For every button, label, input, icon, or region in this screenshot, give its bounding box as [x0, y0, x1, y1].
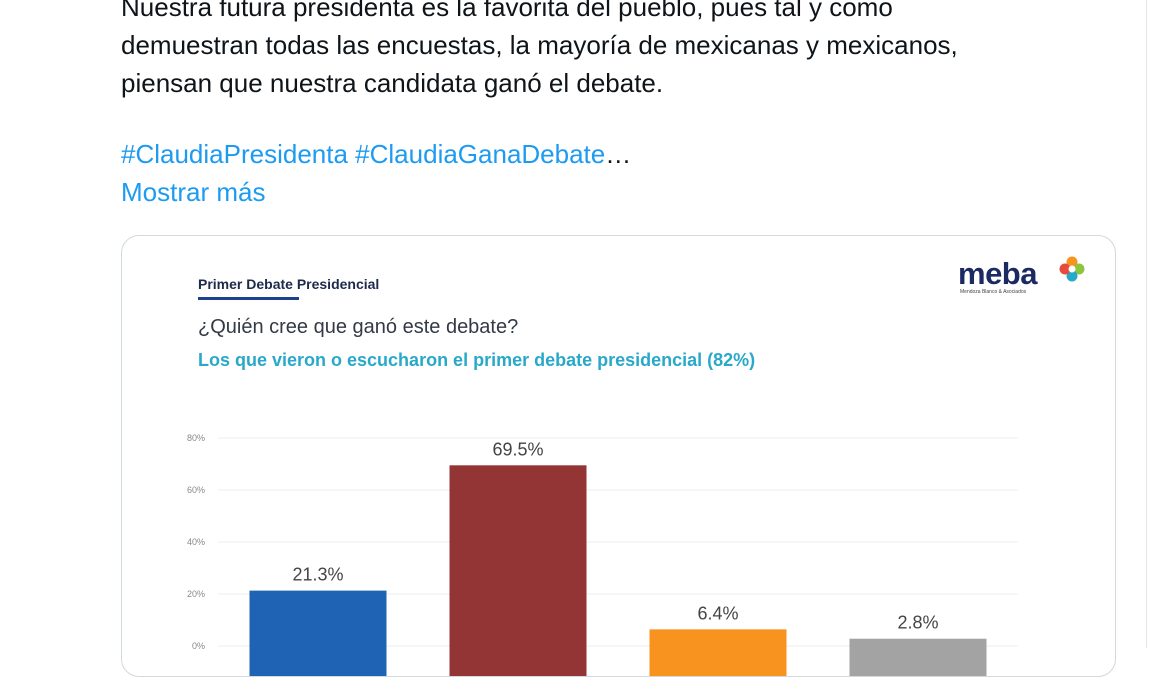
bar	[449, 465, 587, 676]
tweet-text-line: piensan que nuestra candidata ganó el de…	[121, 68, 664, 98]
bar	[849, 638, 987, 676]
tweet-text-line: Nuestra futura presidenta es la favorita…	[121, 0, 893, 22]
media-card[interactable]: Primer Debate Presidencial ¿Quién cree q…	[121, 235, 1116, 677]
bar-chart: 0% 20% 40% 60% 80% 21.3% 69.5% 6.4% 2.8%	[187, 433, 1018, 676]
y-tick-label: 40%	[187, 537, 205, 547]
logo-wordmark: meba	[958, 256, 1037, 291]
tweet-text: Nuestra futura presidenta es la favorita…	[121, 0, 1081, 102]
y-tick-label: 80%	[187, 433, 205, 443]
survey-subtitle: Los que vieron o escucharon el primer de…	[198, 350, 756, 370]
logo-subtitle: Mendoza Blanco & Asociados	[960, 289, 1027, 295]
bar-value-label: 69.5%	[492, 439, 543, 459]
header-underline	[198, 297, 299, 300]
timeline-border	[1146, 0, 1147, 648]
hashtag-link-claudiaganadebate[interactable]: #ClaudiaGanaDebate	[355, 139, 606, 169]
bar-value-label: 2.8%	[897, 613, 938, 633]
meba-logo: meba Mendoza Blanco & Asociados	[958, 256, 1093, 306]
bar-value-label: 21.3%	[292, 565, 343, 585]
y-tick-label: 60%	[187, 485, 205, 495]
tweet-text-line: demuestran todas las encuestas, la mayor…	[121, 30, 958, 60]
card-header-title: Primer Debate Presidencial	[198, 276, 380, 292]
logo-flower-icon	[1059, 256, 1085, 282]
bar	[649, 629, 787, 676]
y-tick-label: 20%	[187, 589, 205, 599]
show-more-link[interactable]: Mostrar más	[121, 177, 266, 207]
bar	[249, 590, 387, 676]
hashtag-link-claudiapresidenta[interactable]: #ClaudiaPresidenta	[121, 139, 348, 169]
survey-question: ¿Quién cree que ganó este debate?	[198, 316, 519, 338]
bar-value-label: 6.4%	[697, 603, 738, 623]
hashtags: #ClaudiaPresidenta #ClaudiaGanaDebate…	[121, 135, 631, 173]
text-ellipsis: …	[605, 139, 632, 169]
y-tick-label: 0%	[192, 641, 205, 651]
